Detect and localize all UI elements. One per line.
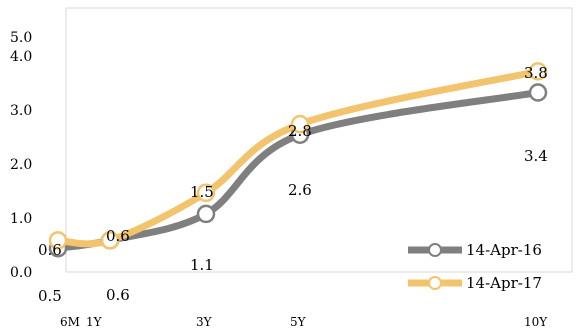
x-tick-label: 3Y xyxy=(196,315,213,329)
data-label: 0.6 xyxy=(106,286,130,304)
legend-label-14-apr-16: 14-Apr-16 xyxy=(466,241,542,259)
data-label: 3.4 xyxy=(524,147,548,165)
data-point-marker xyxy=(528,62,548,81)
legend-marker-14-apr-17 xyxy=(428,276,442,290)
plot-area-border xyxy=(65,7,573,273)
x-tick-label: 5Y xyxy=(290,315,307,329)
y-tick-label: 0.0 xyxy=(10,265,32,281)
x-axis: 6M 1Y 3Y 5Y 10Y xyxy=(60,271,572,329)
x-tick-label: 1Y xyxy=(86,315,103,329)
data-label: 0.6 xyxy=(106,227,130,245)
y-tick-label: 4.0 xyxy=(10,49,32,65)
data-label: 1.5 xyxy=(190,183,214,201)
y-tick-label: 2.0 xyxy=(10,157,32,173)
legend: 14-Apr-16 14-Apr-17 xyxy=(408,241,542,292)
data-label: 0.5 xyxy=(38,287,62,305)
series-markers-14-apr-17 xyxy=(48,62,548,250)
data-label: 1.1 xyxy=(190,256,214,274)
legend-label-14-apr-17: 14-Apr-17 xyxy=(466,274,542,292)
data-label: 3.8 xyxy=(524,64,548,82)
data-point-marker xyxy=(100,231,120,250)
data-labels: 0.5 0.6 1.1 2.6 3.4 0.6 0.6 1.5 2.8 3.8 xyxy=(38,64,548,305)
data-point-marker xyxy=(48,231,68,250)
y-tick-label: 5.0 xyxy=(10,30,32,46)
data-label: 2.6 xyxy=(288,181,312,199)
data-point-marker xyxy=(528,83,548,102)
y-axis: 0.0 1.0 2.0 3.0 4.0 5.0 xyxy=(10,30,32,281)
data-point-marker xyxy=(290,114,310,134)
y-tick-label: 3.0 xyxy=(10,103,32,119)
x-tick-label: 10Y xyxy=(524,315,548,329)
y-tick-label: 1.0 xyxy=(10,211,32,227)
x-tick-label: 6M xyxy=(60,315,80,329)
data-label: 0.6 xyxy=(38,241,62,259)
data-label: 2.8 xyxy=(288,122,312,140)
data-point-marker xyxy=(196,183,216,203)
legend-marker-14-apr-16 xyxy=(428,243,442,257)
data-point-marker xyxy=(196,204,216,224)
